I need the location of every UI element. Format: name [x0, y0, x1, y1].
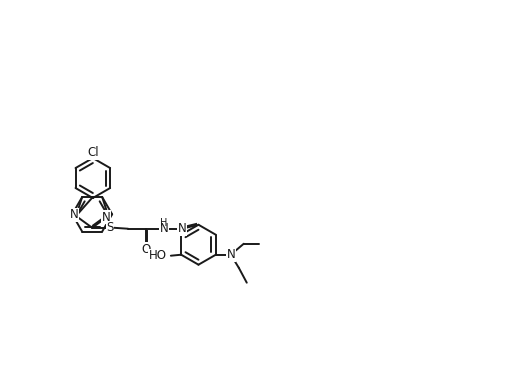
Text: N: N	[70, 208, 78, 221]
Text: O: O	[142, 243, 151, 256]
Text: H: H	[161, 218, 168, 228]
Text: N: N	[177, 222, 186, 235]
Text: Cl: Cl	[87, 146, 98, 159]
Text: N: N	[160, 222, 168, 235]
Text: S: S	[107, 221, 114, 234]
Text: N: N	[102, 211, 111, 224]
Text: HO: HO	[149, 249, 167, 262]
Text: N: N	[226, 248, 235, 261]
